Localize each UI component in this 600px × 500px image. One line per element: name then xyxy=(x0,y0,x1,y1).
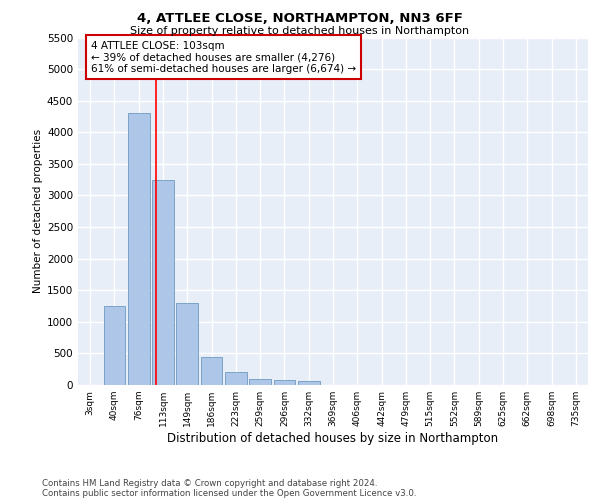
Bar xyxy=(200,356,223,385)
Bar xyxy=(128,114,149,385)
Text: Contains HM Land Registry data © Crown copyright and database right 2024.: Contains HM Land Registry data © Crown c… xyxy=(42,478,377,488)
Bar xyxy=(104,306,125,385)
Bar xyxy=(274,380,295,385)
Bar xyxy=(152,180,174,385)
Text: 4 ATTLEE CLOSE: 103sqm
← 39% of detached houses are smaller (4,276)
61% of semi-: 4 ATTLEE CLOSE: 103sqm ← 39% of detached… xyxy=(91,40,356,74)
Bar xyxy=(225,372,247,385)
X-axis label: Distribution of detached houses by size in Northampton: Distribution of detached houses by size … xyxy=(167,432,499,445)
Bar xyxy=(176,303,198,385)
Bar xyxy=(298,381,320,385)
Text: Contains public sector information licensed under the Open Government Licence v3: Contains public sector information licen… xyxy=(42,488,416,498)
Bar xyxy=(249,378,271,385)
Text: 4, ATTLEE CLOSE, NORTHAMPTON, NN3 6FF: 4, ATTLEE CLOSE, NORTHAMPTON, NN3 6FF xyxy=(137,12,463,26)
Text: Size of property relative to detached houses in Northampton: Size of property relative to detached ho… xyxy=(130,26,470,36)
Y-axis label: Number of detached properties: Number of detached properties xyxy=(33,129,43,294)
